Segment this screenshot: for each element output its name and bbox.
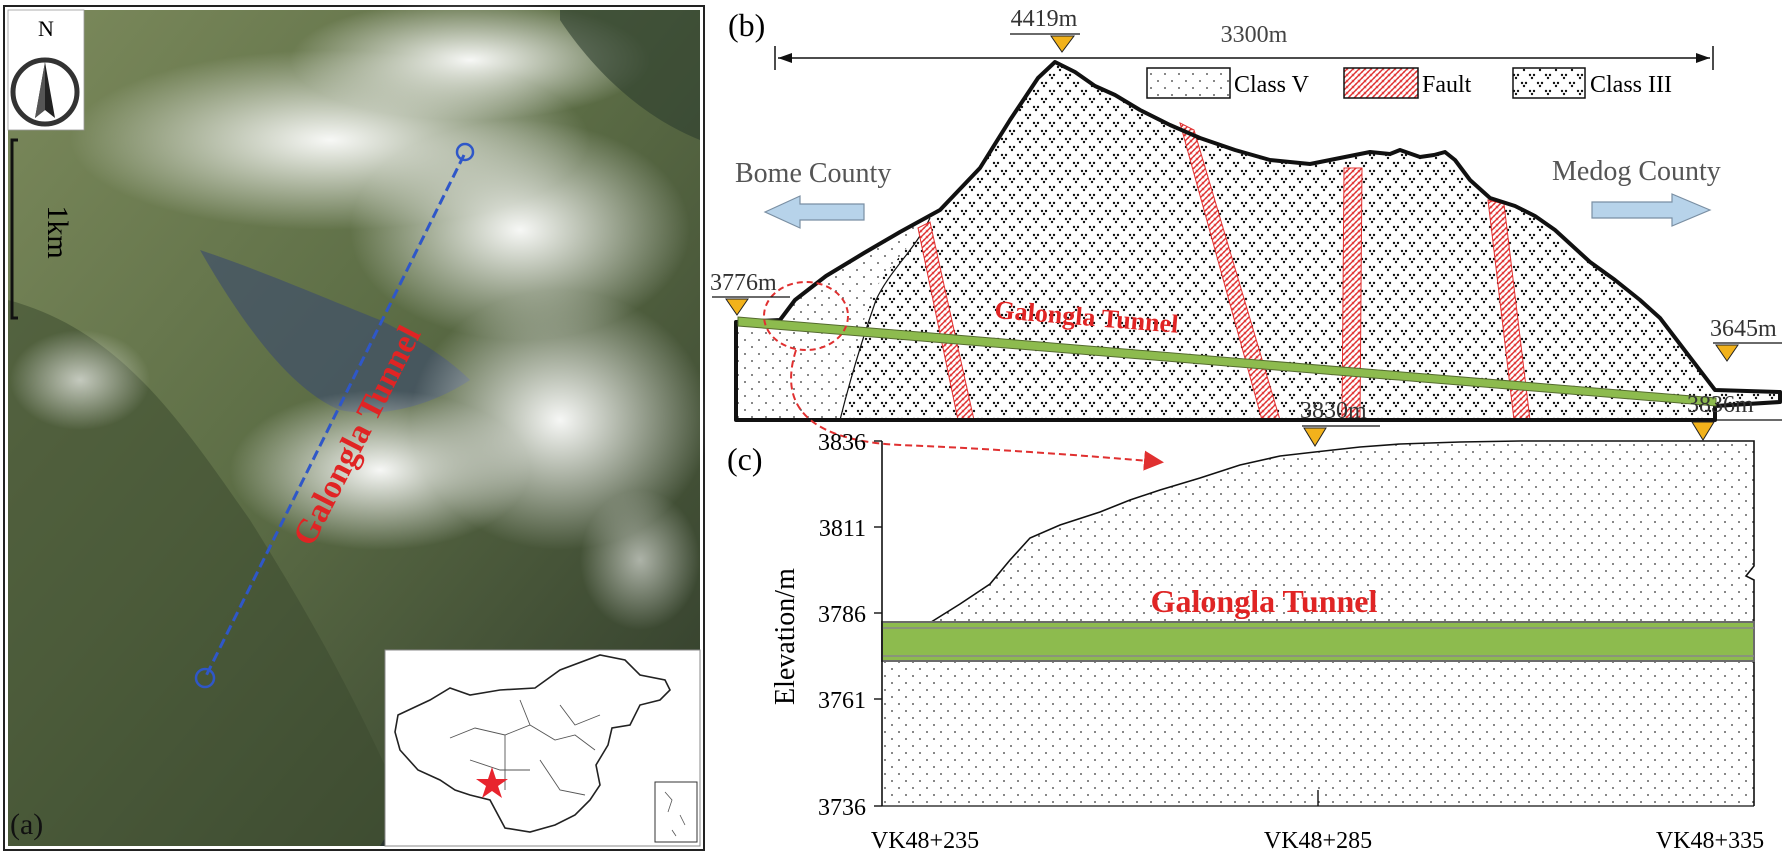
panel-b-label: (b) [728, 7, 765, 43]
right-marker: 3836m [1685, 392, 1782, 441]
panel-a: N 1km Galongla Tunnel (a) [3, 0, 710, 851]
panel-c: (c) Galongla Tunnel 3836 3811 3786 3761 3736… [727, 392, 1782, 854]
legend-label-class-v: Class V [1234, 72, 1310, 98]
china-outline [394, 654, 671, 833]
y-tick-label: 3736 [818, 795, 866, 821]
rock-mass-class-v [736, 218, 930, 420]
detail-arrow [790, 349, 1164, 471]
left-arrow-icon [763, 195, 865, 229]
north-label: N [38, 16, 54, 41]
satellite-image [8, 0, 710, 846]
right-portal-elevation: 3645m [1710, 316, 1777, 342]
tunnel-bar [737, 316, 1717, 407]
legend-swatch-fault [1343, 67, 1419, 99]
peak-elevation: 4419m [1011, 6, 1078, 32]
province-borders [449, 699, 601, 796]
y-ticks: 3836 3811 3786 3761 3736 [818, 430, 882, 821]
china-inset-map [384, 649, 701, 847]
scale-label: 1km [41, 205, 74, 258]
left-portal-marker: 3776m [710, 270, 790, 316]
length-label: 3300m [1221, 22, 1288, 48]
route-endpoint-south [194, 667, 216, 689]
left-portal-elevation: 3776m [710, 270, 777, 296]
x-tick-label: VK48+335 [1656, 828, 1764, 854]
y-axis-label: Elevation/m [770, 568, 801, 705]
right-portal-marker-icon [1715, 344, 1739, 362]
y-tick-label: 3786 [818, 602, 866, 628]
y-tick-label: 3836 [818, 430, 866, 456]
y-tick-label: 3761 [818, 688, 866, 714]
left-portal-marker-icon [725, 298, 749, 316]
route-line [203, 154, 466, 679]
ground-surface-line [927, 440, 1755, 806]
right-marker-label: 3836m [1687, 392, 1754, 418]
right-arrow-icon [1591, 193, 1712, 227]
fault-3 [1341, 167, 1363, 421]
panel-b: (b) 3300m Galongla Tunnel [710, 6, 1782, 471]
legend-label-fault: Fault [1422, 72, 1472, 98]
left-direction: Bome County [735, 158, 891, 229]
mountain-outline [734, 60, 1782, 422]
right-direction-label: Medog County [1552, 156, 1721, 187]
right-marker-icon [1691, 421, 1715, 441]
scale-bar: 1km [10, 138, 74, 320]
legend-swatch-class-iii [1512, 67, 1586, 99]
detail-tunnel-label: Galongla Tunnel [1151, 583, 1378, 619]
legend-swatch-class-v [1146, 67, 1231, 99]
compass-ring-icon [10, 57, 80, 127]
mid-marker-icon [1303, 427, 1327, 447]
right-direction: Medog County [1552, 156, 1721, 227]
mid-marker-label: 3830m [1300, 398, 1367, 424]
y-tick-label: 3811 [819, 516, 866, 542]
detail-ellipse [763, 281, 849, 351]
x-tick-label: VK48+285 [1264, 828, 1372, 854]
peak-marker: 4419m [1010, 6, 1080, 53]
north-arrow: N [7, 9, 85, 131]
location-star-icon [476, 767, 508, 798]
left-direction-label: Bome County [735, 158, 891, 189]
peak-marker-icon [1050, 35, 1075, 53]
x-tick-label: VK48+235 [871, 828, 979, 854]
mid-marker: 3830m [1300, 398, 1380, 447]
legend: Class V Fault Class III [1146, 67, 1672, 99]
panel-a-label: (a) [10, 808, 43, 841]
x-ticks: VK48+235 VK48+285 VK48+335 [871, 790, 1764, 854]
route-endpoint-north [455, 142, 475, 162]
legend-label-class-iii: Class III [1590, 72, 1672, 98]
right-portal-marker: 3645m [1710, 316, 1782, 362]
panel-c-label: (c) [727, 441, 763, 477]
length-dimension: 3300m [774, 22, 1714, 70]
